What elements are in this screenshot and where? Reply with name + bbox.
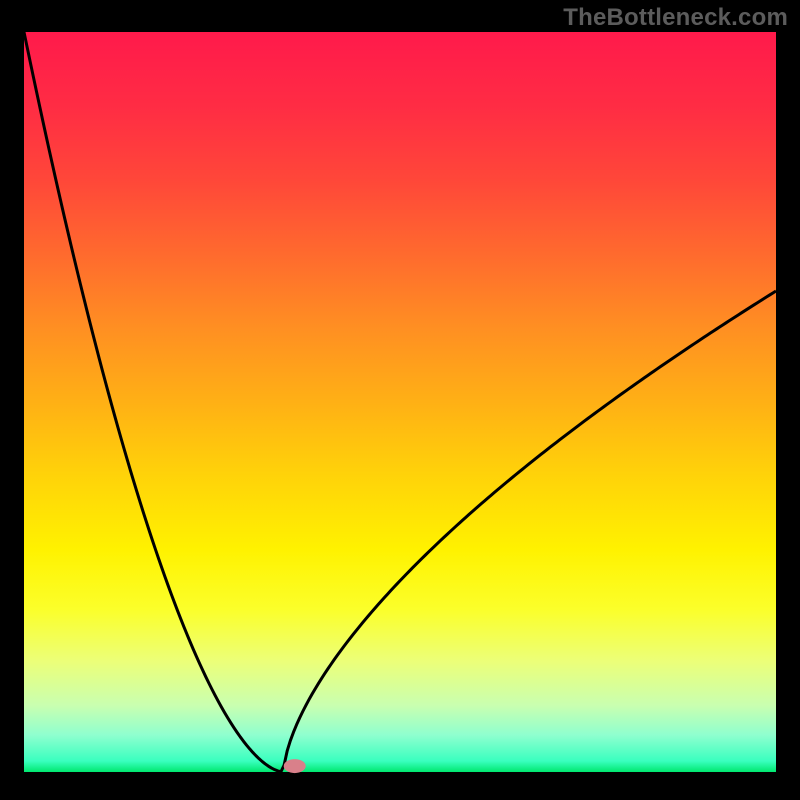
watermark-text: TheBottleneck.com <box>563 4 788 32</box>
gradient-plot-area <box>24 32 776 772</box>
bottleneck-chart <box>0 0 800 800</box>
optimal-point-marker <box>284 759 306 773</box>
chart-frame: TheBottleneck.com <box>0 0 800 800</box>
